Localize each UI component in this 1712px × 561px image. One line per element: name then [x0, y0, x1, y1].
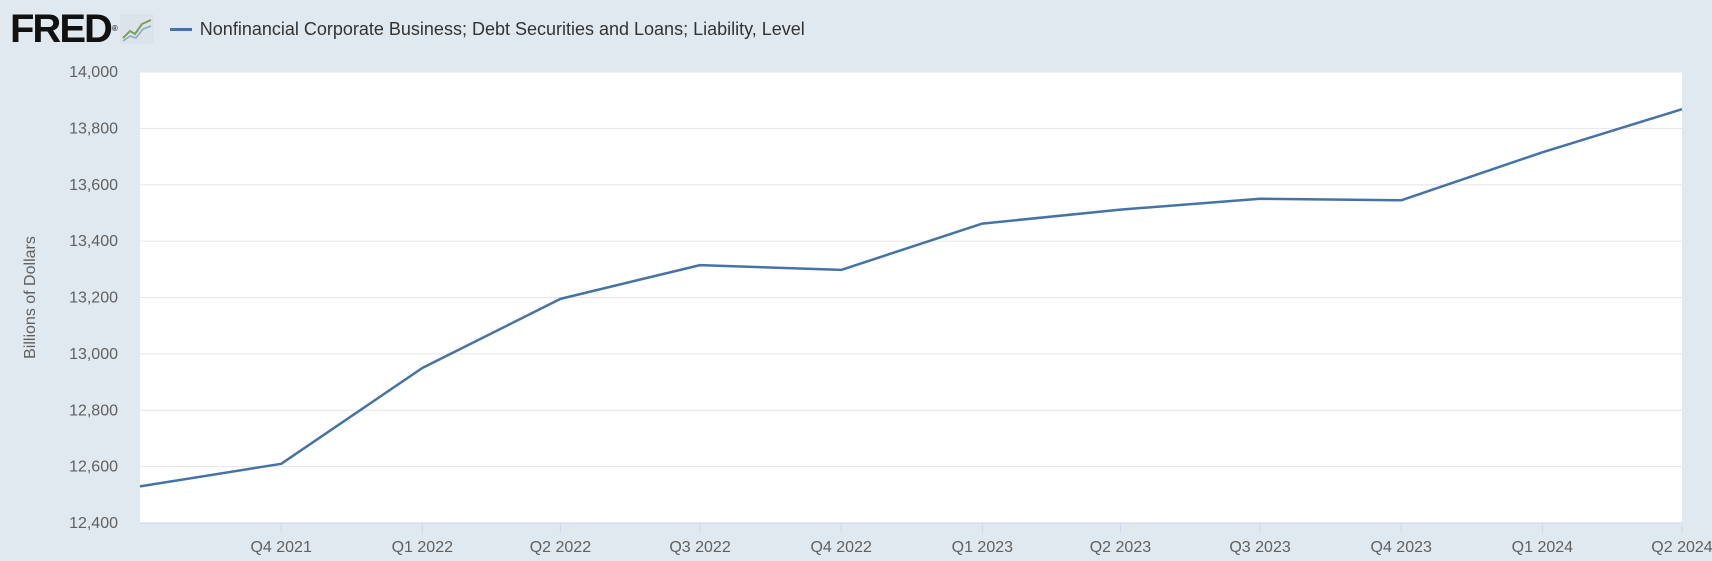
x-tick-label: Q2 2023	[1090, 539, 1151, 556]
data-point[interactable]	[1254, 193, 1266, 205]
y-axis-ticks: 12,400 12,600 12,800 13,000 13,200 13,400 13,6…	[69, 64, 118, 532]
x-tick-label: Q2 2024	[1651, 539, 1712, 556]
y-tick-label: 13,000	[69, 346, 118, 363]
fred-logo[interactable]: FRED®	[10, 7, 118, 51]
x-tick-label: Q1 2022	[392, 539, 453, 556]
data-point[interactable]	[1676, 103, 1688, 115]
series-layer	[134, 103, 1688, 492]
chart-header: FRED® Nonfinancial Corporate Business; D…	[10, 8, 805, 50]
data-point[interactable]	[1536, 146, 1548, 158]
x-axis-ticks: Q4 2021 Q1 2022 Q2 2022 Q3 2022 Q4 2022 Q1 20…	[250, 523, 1712, 556]
data-point[interactable]	[134, 480, 146, 492]
legend[interactable]: Nonfinancial Corporate Business; Debt Se…	[169, 18, 805, 40]
x-tick-label: Q3 2022	[669, 539, 730, 556]
x-tick-label: Q1 2024	[1512, 539, 1573, 556]
y-tick-label: 13,800	[69, 120, 118, 137]
x-tick-label: Q4 2022	[810, 539, 871, 556]
data-point[interactable]	[554, 293, 566, 305]
data-point[interactable]	[1395, 194, 1407, 206]
x-tick-label: Q2 2022	[530, 539, 591, 556]
data-point[interactable]	[1114, 204, 1126, 216]
data-point[interactable]	[416, 362, 428, 374]
y-tick-label: 13,400	[69, 233, 118, 250]
data-point[interactable]	[694, 259, 706, 271]
data-point[interactable]	[275, 458, 287, 470]
y-tick-label: 12,400	[69, 515, 118, 532]
x-tick-label: Q4 2023	[1371, 539, 1432, 556]
y-tick-label: 12,600	[69, 459, 118, 476]
series-line[interactable]	[139, 108, 1683, 488]
data-point[interactable]	[976, 218, 988, 230]
y-tick-label: 13,600	[69, 177, 118, 194]
data-point[interactable]	[835, 264, 847, 276]
legend-label: Nonfinancial Corporate Business; Debt Se…	[199, 18, 805, 39]
x-tick-label: Q1 2023	[952, 539, 1013, 556]
y-tick-label: 14,000	[69, 64, 118, 81]
x-tick-label: Q4 2021	[250, 539, 311, 556]
y-axis-label: Billions of Dollars	[22, 236, 39, 359]
y-tick-label: 13,200	[69, 290, 118, 307]
x-tick-label: Q3 2023	[1229, 539, 1290, 556]
legend-swatch	[169, 27, 192, 31]
chart-line-icon	[119, 14, 154, 44]
y-tick-label: 12,800	[69, 402, 118, 419]
